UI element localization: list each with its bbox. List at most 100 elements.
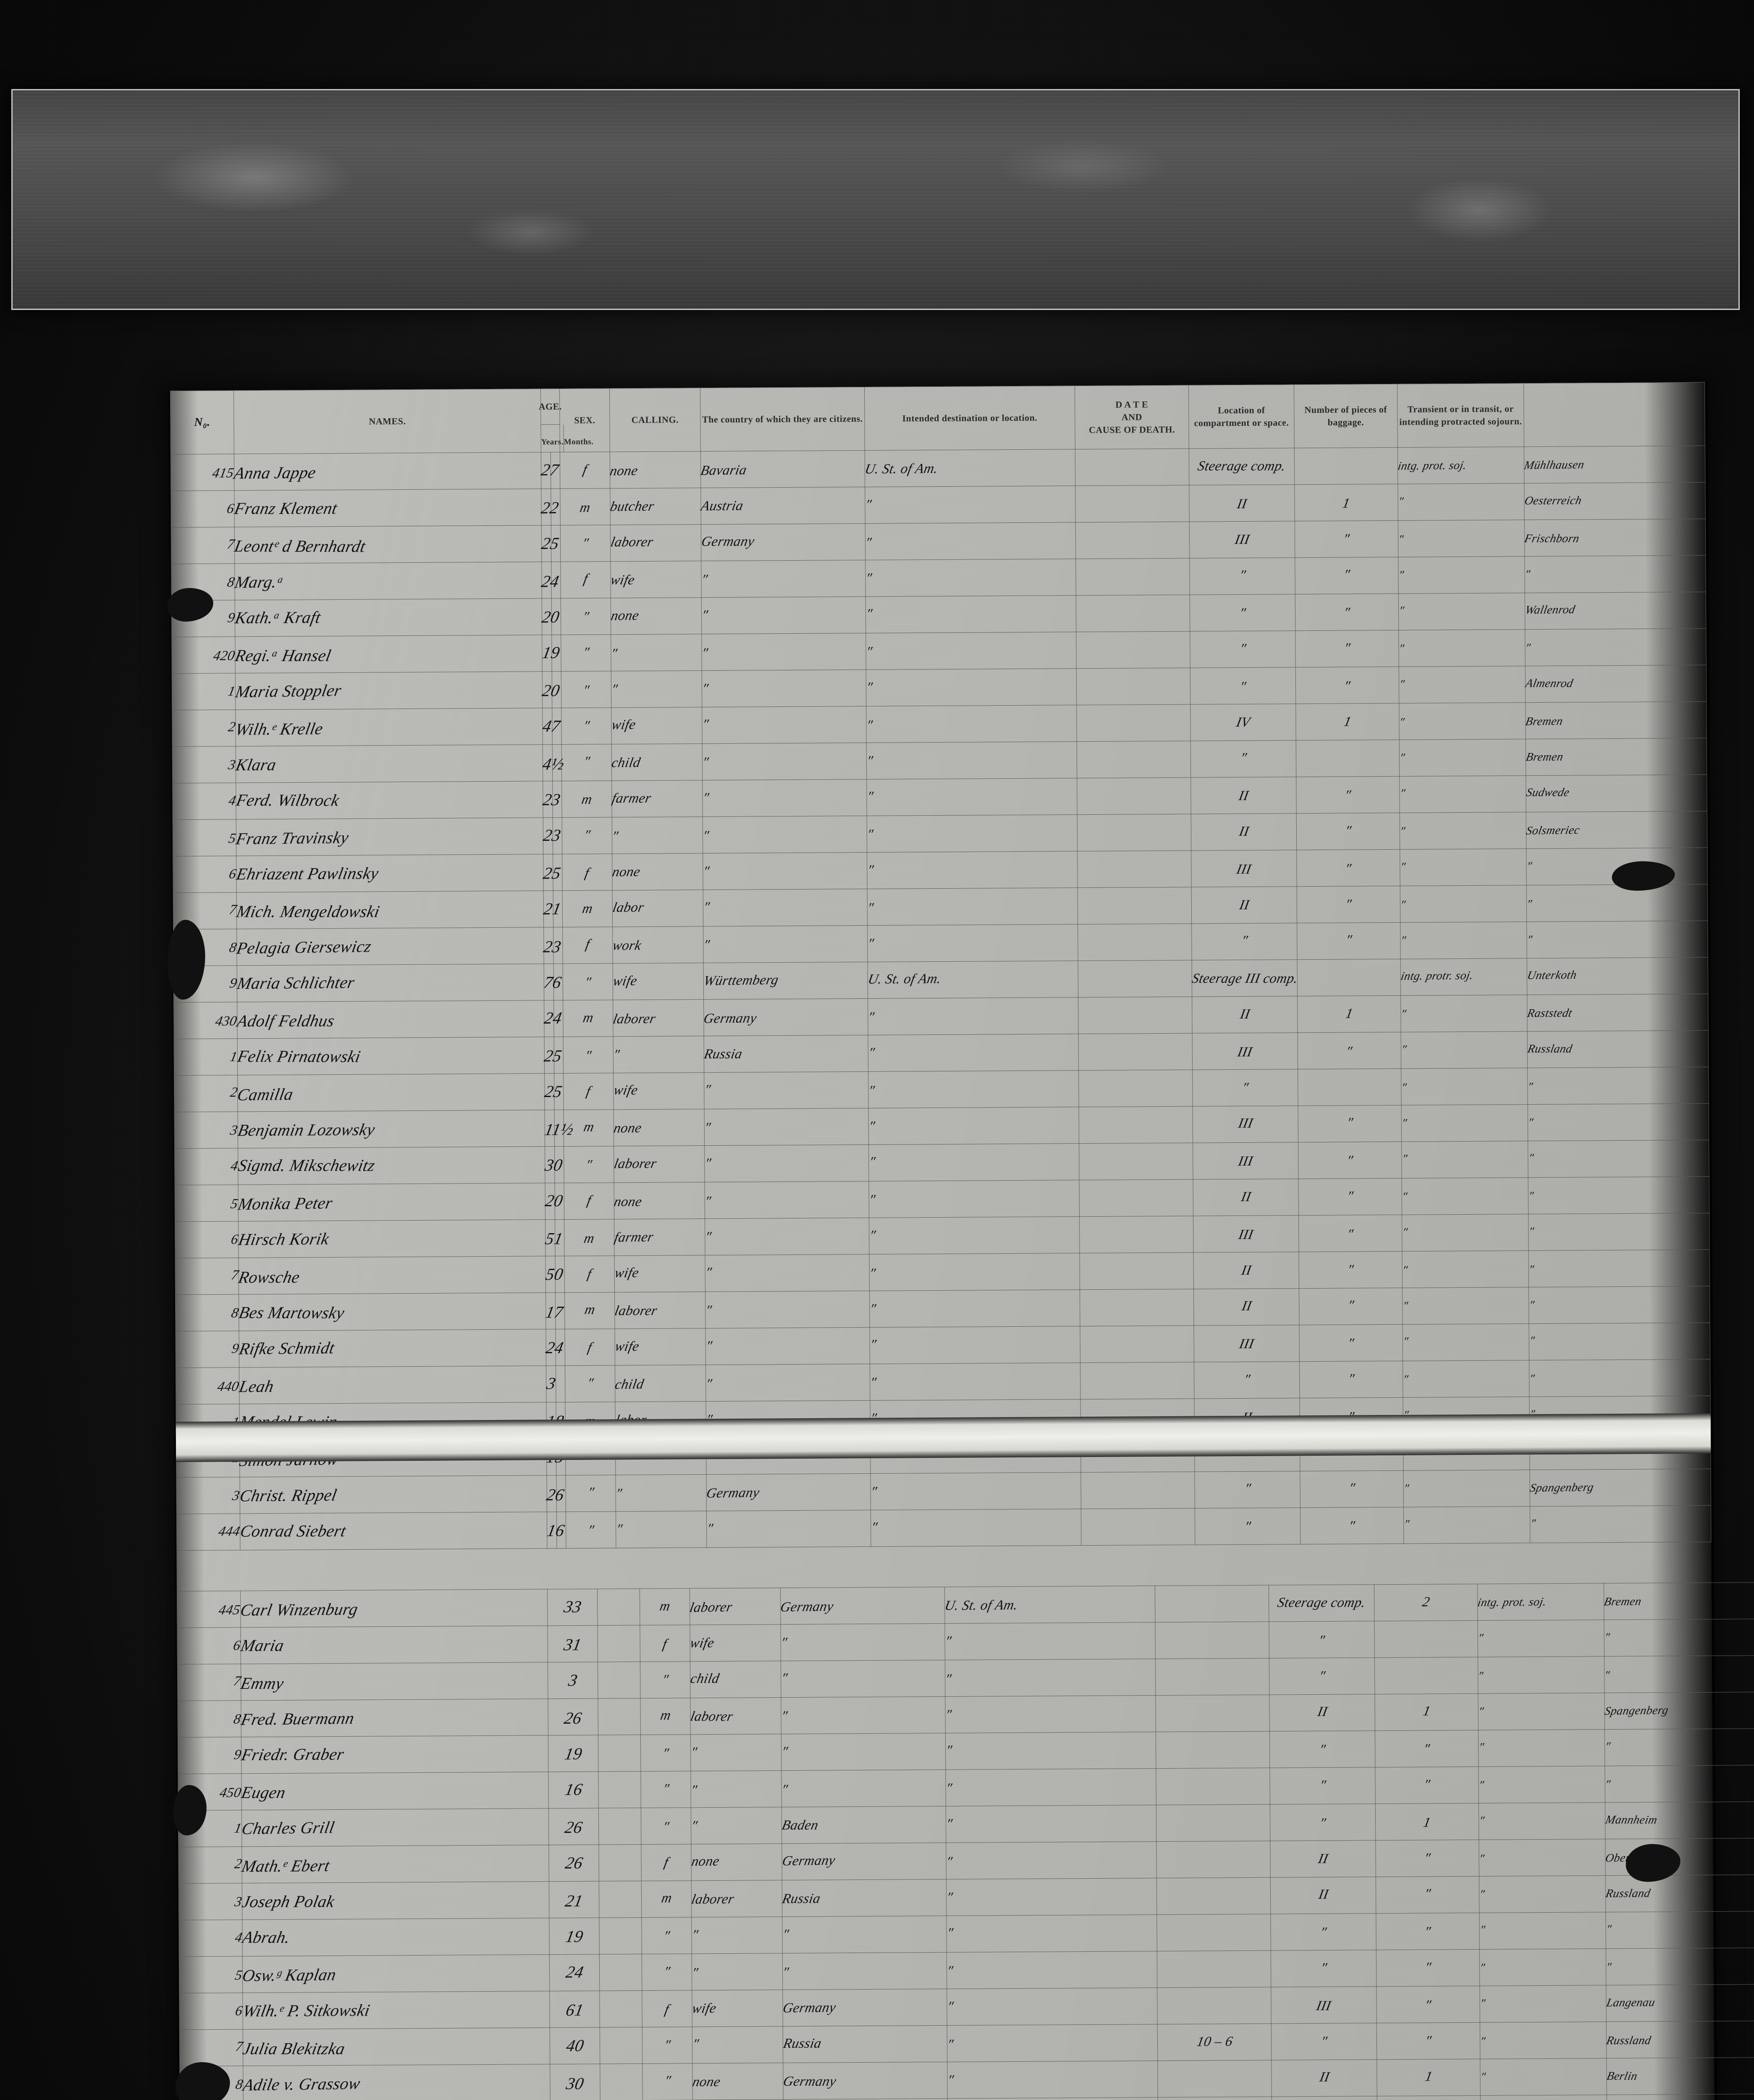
cell-country: Austria — [700, 487, 865, 525]
value-loc: IV — [1235, 714, 1252, 730]
cell-bag: 1 — [1375, 1803, 1479, 1840]
value-country: ″ — [700, 572, 709, 587]
value-no: 440 — [216, 1378, 241, 1394]
cell-transient: ″ — [1477, 1693, 1605, 1730]
cell-dest: ″ — [868, 1289, 1080, 1328]
value-residence: ″ — [1524, 641, 1532, 655]
cell-years: 20 — [544, 1183, 564, 1220]
cell-sex: ″ — [566, 1511, 616, 1549]
cell-bag: ″ — [1375, 1767, 1479, 1804]
cell-bag: ″ — [1376, 1986, 1480, 2023]
value-sex: ″ — [584, 1157, 593, 1173]
cell-no: 9 — [178, 1737, 243, 1774]
value-loc: III — [1315, 1998, 1332, 2013]
cell-sex: ″ — [563, 1036, 614, 1074]
value-no: 430 — [214, 1013, 239, 1029]
value-loc: II — [1235, 496, 1248, 512]
value-country: ″ — [703, 1155, 713, 1171]
value-calling: ″ — [691, 2036, 700, 2052]
cell-bag: ″ — [1296, 849, 1400, 887]
value-country: ″ — [703, 1120, 712, 1135]
cell-transient: ″ — [1400, 1104, 1528, 1142]
value-sex: f — [586, 1340, 593, 1355]
value-dest: ″ — [945, 1890, 954, 1905]
value-transient: ″ — [1397, 533, 1405, 546]
cell-name: Eugen — [240, 1772, 549, 1810]
cell-no: 440 — [176, 1367, 241, 1404]
cell-bag: ″ — [1299, 1361, 1403, 1398]
value-calling: none — [611, 864, 642, 880]
value-country: ″ — [704, 1376, 713, 1391]
cell-transient: ″ — [1397, 483, 1525, 521]
value-loc: II — [1316, 1704, 1329, 1719]
cell-dest: ″ — [944, 1695, 1156, 1733]
cell-months — [599, 1917, 642, 1955]
cell-residence: ″ — [1526, 921, 1708, 958]
cell-loc: ″ — [1269, 1767, 1376, 1805]
cell-no: 430 — [173, 1002, 239, 1039]
cell-calling: ″ — [690, 1734, 781, 1771]
cell-residence: Bremen — [1525, 738, 1707, 776]
cell-death — [1155, 1585, 1269, 1622]
cell-residence: ″ — [1527, 1140, 1709, 1178]
cell-residence: ″ — [1527, 1176, 1709, 1214]
cell-death — [1078, 960, 1192, 998]
value-name: Eugen — [240, 1782, 287, 1802]
cell-residence: Oesterreich — [1523, 482, 1706, 520]
cell-no: 445 — [177, 1591, 241, 1628]
cell-name: Benjamin Lozowsky — [236, 1110, 545, 1148]
value-loc: II — [1316, 1851, 1329, 1866]
value-country: Russia — [781, 1891, 822, 1906]
cell-loc: ″ — [1194, 1361, 1300, 1399]
cell-bag: ″ — [1297, 886, 1400, 923]
cell-no: 5 — [179, 1956, 244, 1993]
cell-calling: none — [612, 1109, 705, 1146]
value-bag: ″ — [1345, 1153, 1355, 1168]
cell-years: 31 — [547, 1625, 598, 1662]
value-bag: ″ — [1346, 1262, 1355, 1278]
value-bag: ″ — [1343, 788, 1353, 803]
value-calling: wife — [611, 973, 639, 989]
value-years: 30 — [564, 2074, 585, 2093]
cell-residence: Langenau — [1605, 1984, 1754, 2022]
cell-name: Hirsch Korik — [237, 1219, 546, 1258]
cell-no: 7 — [175, 1257, 240, 1295]
cell-calling: wife — [609, 561, 702, 598]
value-country: ″ — [704, 1338, 713, 1354]
cell-sex: ″ — [640, 1771, 691, 1808]
value-sex: ″ — [581, 536, 590, 551]
value-dest: ″ — [865, 789, 875, 804]
cell-calling: labor — [611, 890, 703, 927]
value-calling: wife — [613, 1265, 640, 1281]
value-years: 22 — [540, 498, 561, 517]
value-name: Maria Schlichter — [236, 972, 357, 993]
value-calling: ″ — [690, 1744, 698, 1760]
value-country: ″ — [705, 1521, 714, 1536]
cell-death — [1078, 997, 1193, 1034]
cell-calling: wife — [611, 963, 704, 1000]
cell-calling: none — [613, 1182, 705, 1219]
value-name: Franz Klement — [233, 498, 339, 518]
value-loc: II — [1237, 788, 1250, 803]
cell-years: 25 — [543, 1037, 564, 1074]
value-calling: labor — [611, 900, 645, 915]
value-calling: ″ — [614, 1486, 624, 1501]
cell-name: Kath.ᵃ Kraft — [233, 598, 542, 637]
cell-residence: ″ — [1528, 1250, 1710, 1287]
cell-loc: ″ — [1269, 1657, 1375, 1695]
cell-residence: Raststedt — [1526, 994, 1709, 1032]
value-transient: ″ — [1478, 1814, 1486, 1827]
cell-name: Carl Winzenburg — [239, 1589, 548, 1628]
value-transient: ″ — [1401, 1299, 1409, 1312]
value-loc: ″ — [1240, 933, 1249, 948]
value-transient: ″ — [1402, 1335, 1410, 1348]
value-calling: wife — [689, 1635, 716, 1651]
value-bag: ″ — [1345, 1044, 1354, 1059]
value-sex: ″ — [582, 682, 591, 698]
value-loc: II — [1317, 1887, 1330, 1902]
value-years: 20 — [540, 607, 561, 626]
cell-transient: ″ — [1479, 1912, 1606, 1950]
value-years: 33 — [562, 1597, 583, 1616]
cell-residence: Solsmeriec — [1525, 811, 1707, 849]
value-loc: II — [1240, 1298, 1253, 1314]
